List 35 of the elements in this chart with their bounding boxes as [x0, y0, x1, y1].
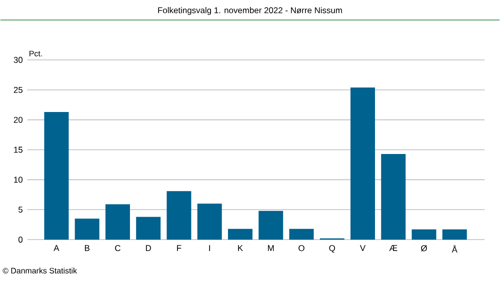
x-tick-label: O	[298, 245, 304, 252]
y-tick-label: 25	[14, 87, 22, 94]
bar	[258, 211, 284, 240]
bar	[197, 204, 222, 240]
x-tick-label: M	[268, 245, 274, 252]
bar	[136, 217, 161, 240]
x-tick-label: C	[115, 245, 120, 252]
x-tick-label: K	[238, 245, 243, 252]
x-tick-label: Å	[452, 245, 458, 253]
x-tick-label: Ø	[421, 245, 427, 252]
x-tick-label: B	[84, 245, 90, 252]
x-tick-label: F	[177, 245, 182, 252]
bar	[381, 154, 406, 240]
bar	[289, 229, 314, 240]
chart-title: Folketingsvalg 1. november 2022 - Nørre Nissum	[158, 7, 342, 16]
x-tick-label: Æ	[389, 245, 398, 252]
x-tick-label: D	[146, 245, 151, 252]
x-tick-label: V	[360, 245, 366, 252]
y-tick-label: 0	[18, 236, 23, 243]
bar	[166, 191, 192, 240]
bar	[350, 88, 375, 240]
bar	[412, 230, 436, 240]
bar	[74, 218, 100, 240]
bar	[105, 204, 130, 240]
x-tick-label: Q	[329, 245, 335, 253]
y-tick-label: 5	[18, 206, 23, 213]
x-tick-label: A	[54, 245, 60, 252]
y-tick-label: 10	[14, 176, 23, 183]
bar	[44, 112, 69, 240]
y-tick-label: 30	[14, 57, 23, 64]
bar	[442, 230, 467, 240]
bar	[228, 229, 252, 240]
x-tick-label: I	[209, 245, 210, 252]
y-tick-label: 20	[14, 117, 23, 124]
y-tick-label: 15	[14, 147, 22, 153]
